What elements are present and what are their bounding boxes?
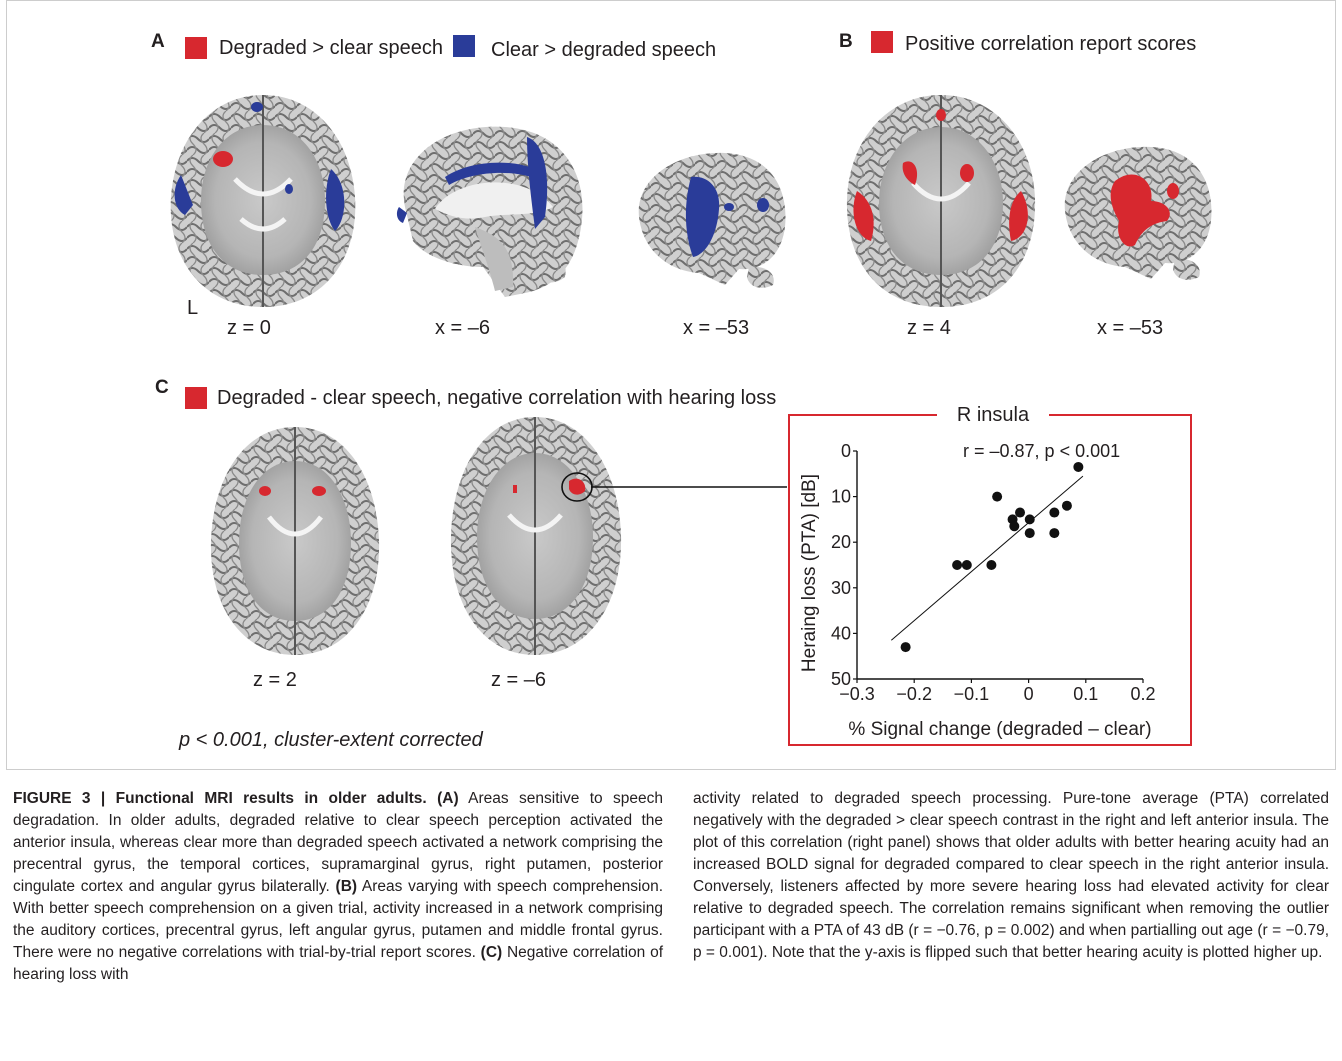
caption-b-text: Areas varying with speech comprehension.… <box>13 878 663 961</box>
y-axis-label: Heraing loss (PTA) [dB] <box>799 474 820 672</box>
r-insula-scatter-chart: R insula −0.3 −0.2 −0.1 0 0.1 0.2 0 10 20 30 40 50 r … <box>788 404 1192 746</box>
threshold-text: p < 0.001, cluster-extent corrected <box>179 729 483 751</box>
chart-title: R insula <box>957 404 1030 426</box>
x-tick-label: 0.1 <box>1073 684 1098 704</box>
data-point <box>1073 461 1084 472</box>
panel-c-label: C <box>155 377 169 398</box>
data-point <box>992 491 1003 502</box>
data-point <box>986 560 997 570</box>
legend-swatch-red-c <box>185 387 207 409</box>
legend-swatch-red <box>185 37 207 59</box>
slice-coord-b2: x = –53 <box>1097 317 1164 339</box>
caption-a-text: Areas sensitive to speech degradation. I… <box>13 790 663 895</box>
x-tick-label: 0 <box>1024 684 1034 704</box>
legend-positive-correlation: Positive correlation report scores <box>905 33 1197 55</box>
brain-sagittal-x-53-b <box>1064 146 1212 280</box>
caption-heading: FIGURE 3 | Functional MRI results in old… <box>13 790 427 807</box>
data-point <box>1015 507 1026 518</box>
slice-coord-c1: z = 2 <box>253 669 297 691</box>
slice-coord-c2: z = –6 <box>491 669 547 691</box>
brain-axial-z2 <box>210 427 380 655</box>
chart-frame <box>788 414 1192 746</box>
data-point <box>1049 528 1060 539</box>
data-point <box>1024 528 1035 539</box>
slice-coord-a1: z = 0 <box>227 317 271 339</box>
data-point <box>1009 521 1020 532</box>
y-tick-label: 10 <box>831 487 851 507</box>
x-tick-label: −0.1 <box>954 684 990 704</box>
correlation-annotation: r = –0.87, p < 0.001 <box>963 441 1120 461</box>
caption-c-text: Negative correlation of hearing loss wit… <box>13 944 663 983</box>
x-axis-label: % Signal change (degraded – clear) <box>848 719 1151 740</box>
data-point <box>900 642 911 653</box>
caption-a-marker: (A) <box>437 790 459 807</box>
brain-axial-z4 <box>846 95 1036 307</box>
data-point <box>952 560 963 570</box>
legend-negative-correlation: Degraded - clear speech, negative correl… <box>217 387 777 409</box>
x-tick-label: 0.2 <box>1130 684 1155 704</box>
caption-c-marker: (C) <box>480 944 503 961</box>
data-point <box>1049 507 1060 518</box>
y-tick-label: 20 <box>831 532 851 552</box>
caption-col-right: activity related to degraded speech proc… <box>693 788 1329 964</box>
fit-line <box>890 475 1084 641</box>
figure-caption: FIGURE 3 | Functional MRI results in old… <box>0 788 1342 1061</box>
caption-col-left: FIGURE 3 | Functional MRI results in old… <box>13 788 663 986</box>
y-tick-label: 50 <box>831 669 851 689</box>
panel-b-label: B <box>839 31 853 52</box>
legend-swatch-red-b <box>871 31 893 53</box>
y-tick-label: 30 <box>831 578 851 598</box>
y-tick-label: 40 <box>831 623 851 643</box>
slice-side-label: L <box>187 297 199 319</box>
y-tick-label: 0 <box>841 441 851 461</box>
connector-line <box>591 486 787 488</box>
data-point <box>1024 514 1035 525</box>
brain-sagittal-x-6 <box>396 126 583 297</box>
brain-sagittal-x-53 <box>638 152 786 288</box>
slice-coord-a3: x = –53 <box>683 317 750 339</box>
brain-axial-z-6 <box>450 417 622 655</box>
slice-coord-a2: x = –6 <box>435 317 491 339</box>
legend-clear-gt-degraded: Clear > degraded speech <box>491 39 717 61</box>
caption-continuation: activity related to degraded speech proc… <box>693 790 1329 961</box>
x-tick-label: −0.3 <box>839 684 875 704</box>
legend-swatch-blue <box>453 35 475 57</box>
brain-axial-z0 <box>170 95 356 307</box>
data-point <box>961 560 972 570</box>
caption-b-marker: (B) <box>335 878 358 895</box>
figure-frame: A Degraded > clear speech Clear > degrad… <box>6 0 1336 770</box>
x-tick-label: −0.2 <box>896 684 932 704</box>
threshold-note: p < 0.001, cluster-extent corrected <box>179 729 483 752</box>
panel-a-label: A <box>151 31 165 52</box>
legend-degraded-gt-clear: Degraded > clear speech <box>219 37 444 59</box>
slice-coord-b1: z = 4 <box>907 317 951 339</box>
data-point <box>1061 500 1072 511</box>
